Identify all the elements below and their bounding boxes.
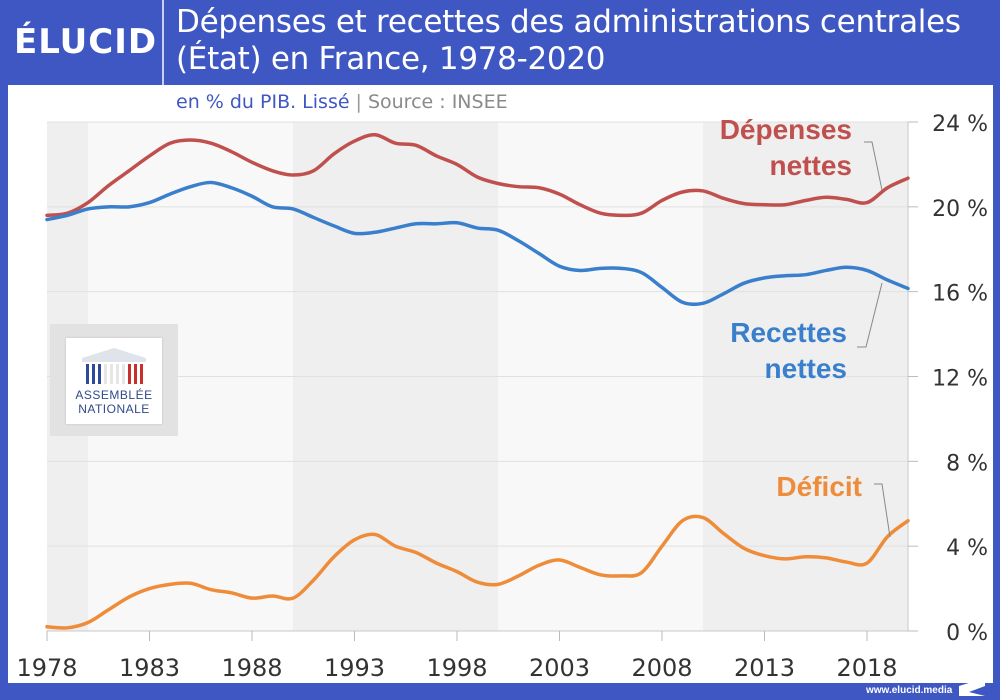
y-tick-label: 0 % xyxy=(946,621,988,646)
y-tick-label: 20 % xyxy=(932,197,988,222)
y-tick-label: 4 % xyxy=(946,536,988,561)
depenses-label-line: Dépenses xyxy=(720,114,852,145)
x-tick-label: 1978 xyxy=(16,654,77,682)
deficit-leader-line xyxy=(874,483,891,538)
y-tick-label: 16 % xyxy=(932,282,988,307)
gridlines xyxy=(47,121,908,547)
y-tick-label: 24 % xyxy=(932,112,988,137)
deficit-label: Déficit xyxy=(776,471,862,502)
recettes-leader-line xyxy=(857,282,883,348)
x-axis: 1978 1983 1988 1993 1998 2003 2008 2013 2018 xyxy=(16,630,908,682)
y-tick-label: 12 % xyxy=(932,367,988,392)
x-tick-label: 2003 xyxy=(529,654,590,682)
chart-title-line2: (État) en France, 1978-2020 xyxy=(176,41,606,77)
assemblee-text-line1: ASSEMBLÉE xyxy=(75,388,153,402)
x-tick-label: 1998 xyxy=(426,654,487,682)
elucid-flag-icon xyxy=(959,678,985,696)
recettes-label-line: Recettes xyxy=(730,317,847,348)
series-lines xyxy=(45,132,910,630)
subtitle-source: Source : INSEE xyxy=(367,91,508,113)
x-tick-label: 1983 xyxy=(119,654,180,682)
elucid-logo: ÉLUCID xyxy=(14,22,158,62)
recettes-label-line: nettes xyxy=(765,353,847,384)
x-tick-label: 2013 xyxy=(734,654,795,682)
x-tick-label: 1988 xyxy=(221,654,282,682)
x-tick-label: 2018 xyxy=(836,654,897,682)
assemblee-text-line2: NATIONALE xyxy=(78,402,150,416)
chart-title: Dépenses et recettes des administrations… xyxy=(176,4,996,78)
header-band: ÉLUCID Dépenses et recettes des administ… xyxy=(0,0,1000,85)
depenses-label-line: nettes xyxy=(770,150,852,181)
depenses-label: Dépenses nettes xyxy=(720,114,852,181)
y-axis: 0 % 4 % 8 % 12 % 16 % 20 % 24 % xyxy=(907,112,988,646)
header-divider xyxy=(162,0,164,85)
chart-title-line1: Dépenses et recettes des administrations… xyxy=(176,4,961,40)
deficit-label-line: Déficit xyxy=(776,471,862,502)
deficit-line xyxy=(45,514,910,630)
recettes-line xyxy=(45,180,910,307)
recettes-label: Recettes nettes xyxy=(730,317,847,384)
x-tick-label: 2008 xyxy=(631,654,692,682)
assemblee-building-icon xyxy=(82,348,146,384)
depenses-line xyxy=(45,132,910,218)
footer-url: www.elucid.media xyxy=(866,685,953,696)
chart-subtitle: en % du PIB. Lissé | Source : INSEE xyxy=(176,91,508,113)
subtitle-separator: | xyxy=(355,91,362,113)
x-tick-label: 1993 xyxy=(324,654,385,682)
y-tick-label: 8 % xyxy=(946,451,988,476)
depenses-leader-line xyxy=(864,141,883,191)
series-labels: Dépenses nettes Recettes nettes Déficit xyxy=(720,114,891,538)
assemblee-nationale-badge: ASSEMBLÉE NATIONALE xyxy=(50,324,178,436)
assemblee-nationale-logo: ASSEMBLÉE NATIONALE xyxy=(66,338,162,424)
subtitle-unit: en % du PIB. Lissé xyxy=(176,91,350,113)
